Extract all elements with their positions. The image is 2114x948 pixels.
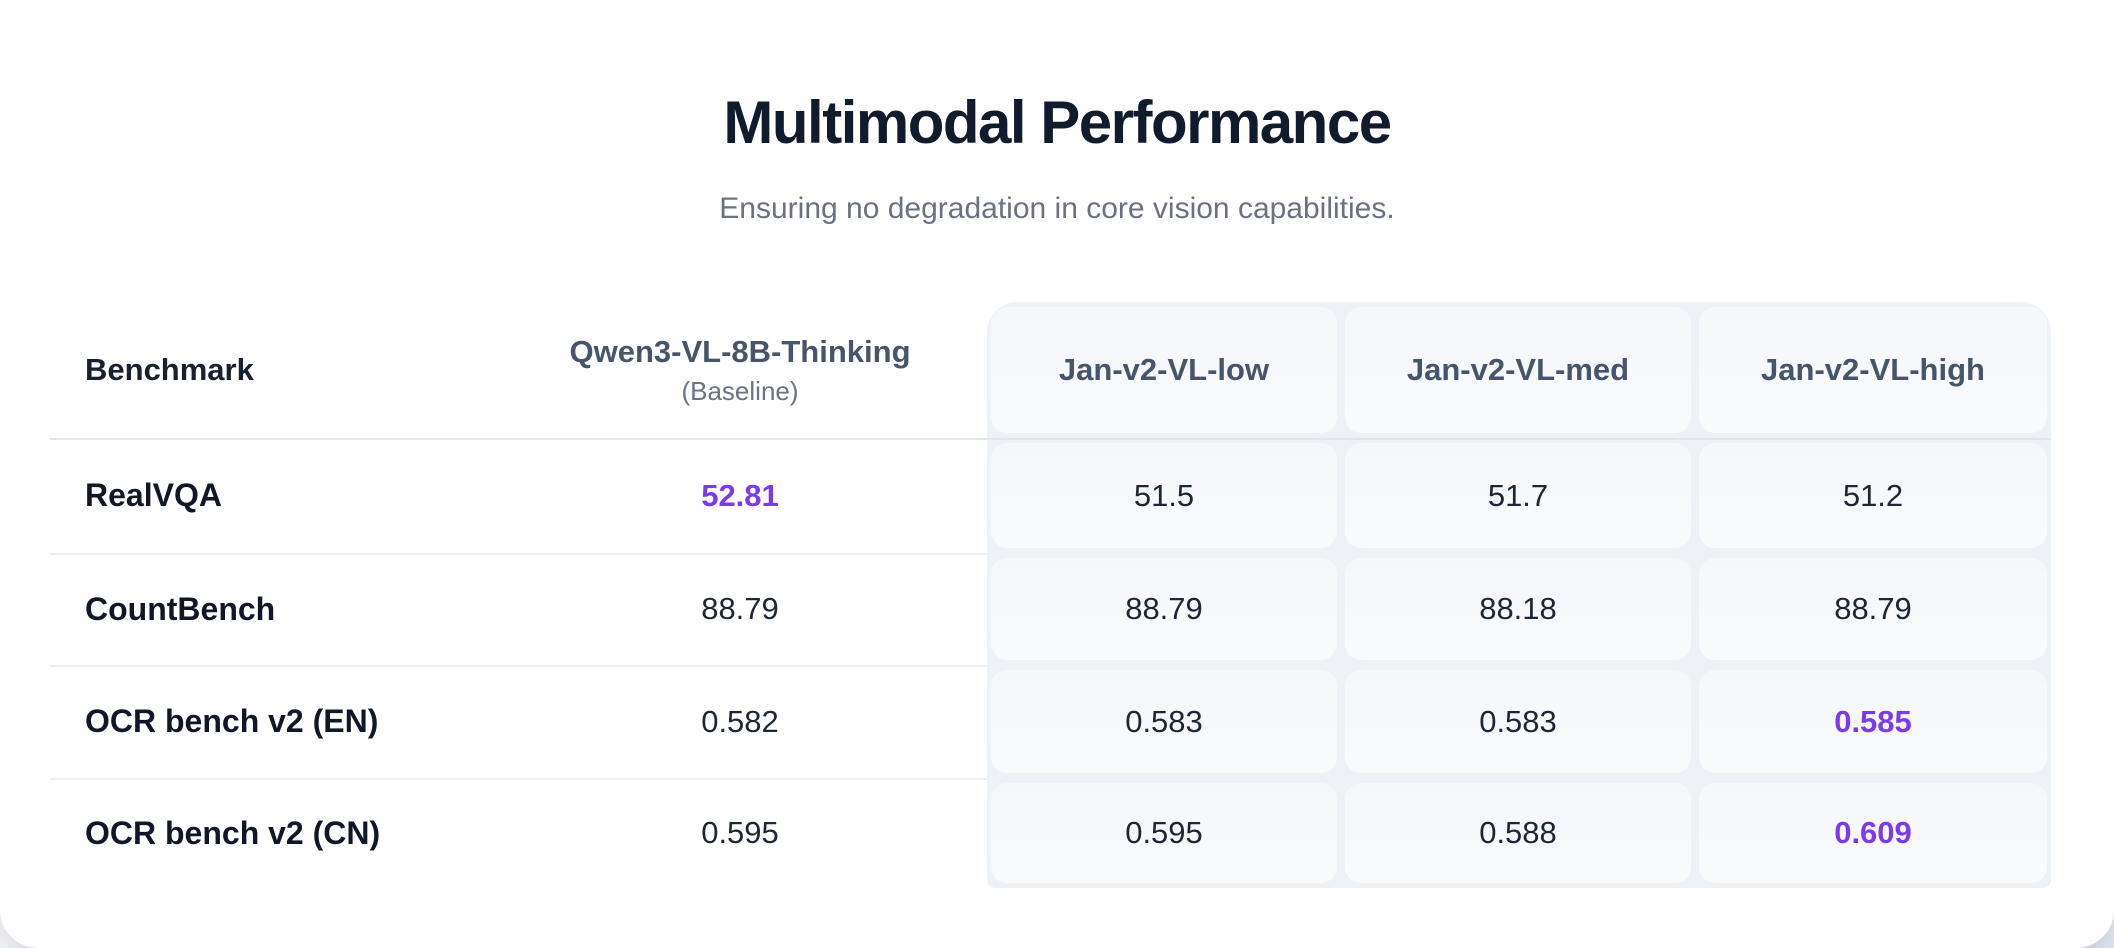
row-label-ocr-cn: OCR bench v2 (CN) [85, 814, 381, 851]
model-value: 88.79 [1699, 558, 2047, 660]
row-divider [50, 778, 987, 780]
hero-section: Multimodal Performance Ensuring no degra… [0, 0, 2114, 228]
model-value: 0.583 [1345, 670, 1691, 773]
model-value: 0.609 [1699, 783, 2047, 883]
column-header-jan-med: Jan-v2-VL-med [1345, 307, 1691, 433]
model-value: 51.5 [991, 443, 1337, 548]
model-value: 51.7 [1345, 443, 1691, 548]
benchmark-table: Benchmark Qwen3-VL-8B-Thinking (Baseline… [50, 302, 2051, 888]
row-label-countbench: CountBench [85, 590, 276, 627]
model-value: 0.583 [991, 670, 1337, 773]
page-title: Multimodal Performance [723, 89, 1392, 156]
header-divider [50, 438, 2051, 440]
model-value: 88.79 [991, 558, 1337, 660]
baseline-value: 88.79 [701, 591, 779, 626]
baseline-value: 52.81 [701, 477, 779, 513]
baseline-value: 0.582 [701, 703, 779, 739]
column-header-jan-high: Jan-v2-VL-high [1699, 307, 2047, 433]
column-header-baseline: Qwen3-VL-8B-Thinking (Baseline) [493, 302, 987, 438]
baseline-tag: (Baseline) [681, 376, 799, 406]
row-divider [50, 553, 987, 555]
model-value: 51.2 [1699, 443, 2047, 548]
model-value: 0.585 [1699, 670, 2047, 773]
model-value: 0.588 [1345, 783, 1691, 883]
column-header-jan-low: Jan-v2-VL-low [991, 307, 1337, 433]
row-label-ocr-en: OCR bench v2 (EN) [85, 703, 379, 739]
column-header-benchmark: Benchmark [85, 352, 254, 387]
model-value: 88.18 [1345, 558, 1691, 660]
baseline-model-name: Qwen3-VL-8B-Thinking [569, 334, 911, 369]
page-subtitle: Ensuring no degradation in core vision c… [719, 192, 1395, 225]
baseline-value: 0.595 [701, 815, 779, 850]
model-value: 0.595 [991, 783, 1337, 883]
row-label-realvqa: RealVQA [85, 477, 222, 513]
row-divider [50, 665, 987, 667]
benchmark-grid: Benchmark Qwen3-VL-8B-Thinking (Baseline… [50, 302, 2051, 888]
